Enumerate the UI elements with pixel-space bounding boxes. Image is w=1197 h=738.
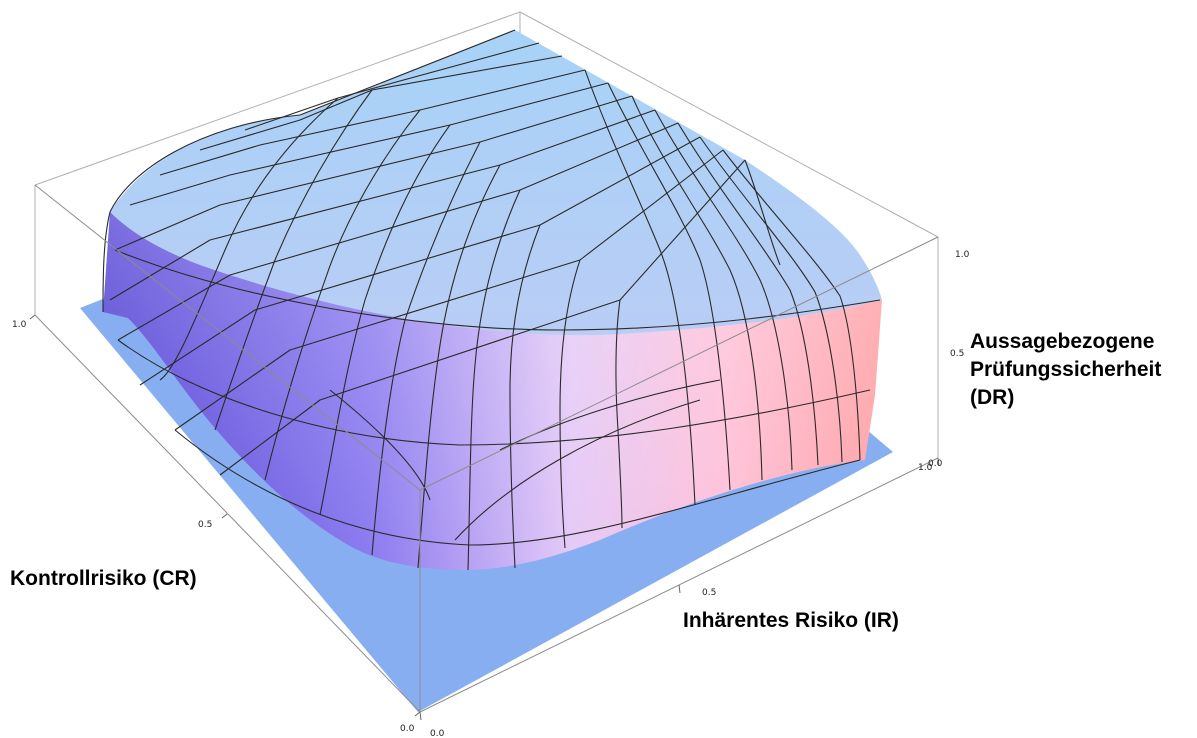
- ir-axis-ticks: [419, 457, 940, 721]
- x-axis-title: Inhärentes Risiko (IR): [683, 609, 899, 632]
- z-axis-title-line1: Aussagebezogene: [970, 330, 1154, 353]
- z-axis-title-line2: Prüfungssicherheit: [970, 358, 1161, 381]
- z-axis-title-line3: (DR): [970, 386, 1014, 409]
- ir-tick-0: 0.0: [430, 729, 445, 738]
- cr-axis-ticks: [29, 314, 421, 717]
- cr-tick-1: 1.0: [12, 320, 27, 330]
- cr-tick-0: 0.0: [400, 724, 415, 734]
- dr-tick-1: 1.0: [955, 250, 970, 260]
- box-back-edges: [34, 11, 939, 458]
- surface-top: [110, 30, 882, 336]
- surface-mesh: [102, 29, 881, 571]
- dr-tick-0: 0.0: [928, 459, 943, 469]
- cr-tick-05: 0.5: [198, 520, 212, 530]
- y-axis-title: Kontrollrisiko (CR): [10, 567, 197, 590]
- ir-tick-05: 0.5: [702, 588, 716, 598]
- ir-tick-1: 1.0: [918, 463, 933, 473]
- dr-tick-05: 0.5: [950, 349, 964, 359]
